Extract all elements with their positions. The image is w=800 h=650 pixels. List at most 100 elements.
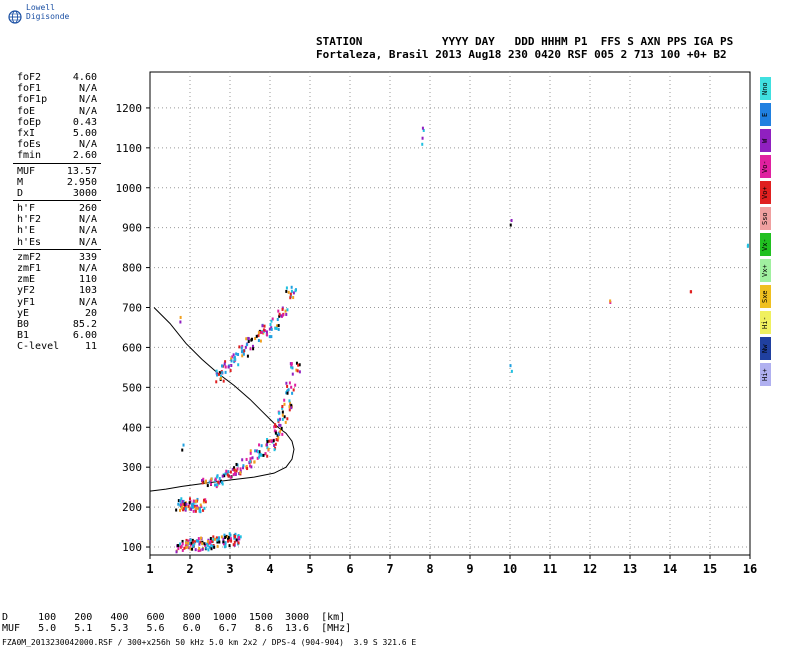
- echo-point: [281, 410, 284, 414]
- echo-point: [286, 391, 289, 395]
- y-tick-label: 200: [122, 501, 142, 514]
- echo-point: [225, 534, 228, 538]
- x-tick-label: 7: [386, 562, 393, 576]
- echo-point: [209, 541, 212, 545]
- echo-point: [175, 508, 178, 512]
- echo-point: [294, 383, 297, 387]
- echo-point: [274, 431, 277, 435]
- param-value: 5.00: [72, 127, 97, 139]
- param-value: 20: [84, 307, 97, 319]
- echo-point: [281, 404, 284, 408]
- echo-point: [275, 326, 278, 330]
- echo-point: [239, 467, 242, 471]
- echo-point: [212, 545, 215, 549]
- echo-point: [274, 442, 277, 446]
- echo-point: [197, 539, 200, 543]
- echo-point: [277, 309, 280, 313]
- echo-point: [210, 547, 213, 551]
- param-value: N/A: [78, 225, 97, 237]
- echo-point: [226, 535, 229, 539]
- echo-point: [238, 472, 241, 476]
- echo-point: [197, 537, 200, 541]
- echo-point: [204, 543, 207, 547]
- echo-point: [278, 430, 281, 434]
- echo-point: [188, 507, 191, 511]
- echo-point: [185, 545, 188, 549]
- echo-point: [188, 542, 191, 546]
- echo-point: [194, 506, 197, 510]
- x-tick-label: 16: [743, 562, 757, 576]
- echo-point: [273, 425, 276, 429]
- echo-point: [262, 331, 265, 335]
- echo-point: [237, 541, 240, 545]
- echo-point: [224, 535, 227, 539]
- x-tick-label: 13: [623, 562, 637, 576]
- param-separator: [13, 248, 101, 250]
- echo-point: [199, 503, 202, 507]
- echo-point: [690, 290, 693, 294]
- echo-point: [246, 467, 249, 471]
- param-name: yF2: [17, 285, 36, 297]
- echo-point: [268, 327, 271, 331]
- echo-point: [257, 339, 260, 343]
- echo-point: [290, 285, 293, 289]
- echo-point: [179, 315, 182, 319]
- echo-point: [208, 480, 211, 484]
- echo-point: [177, 499, 180, 503]
- y-tick-label: 100: [122, 541, 142, 554]
- param-value: 0.43: [72, 116, 97, 128]
- echo-point: [236, 467, 239, 471]
- param-row: yF1 N/A: [17, 297, 97, 308]
- echo-point: [192, 540, 195, 544]
- echo-point: [255, 334, 258, 338]
- echo-point: [201, 481, 204, 485]
- echo-point: [258, 455, 261, 459]
- y-tick-label: 1000: [116, 182, 143, 195]
- globe-icon: [8, 10, 22, 24]
- echo-point: [285, 289, 288, 293]
- echo-point: [179, 503, 182, 507]
- echo-point: [250, 465, 253, 469]
- scaled-parameters-panel: foF2 4.60 foF1 N/A foF1p N/A foE N/A foEp 0.43 fxI…: [13, 72, 101, 353]
- echo-point: [198, 547, 201, 551]
- echo-point: [179, 499, 182, 503]
- echo-point: [290, 363, 293, 367]
- echo-point: [189, 547, 192, 551]
- echo-point: [262, 328, 265, 332]
- echo-point: [289, 401, 292, 405]
- echo-point: [192, 499, 195, 503]
- echo-point: [257, 334, 260, 338]
- echo-point: [421, 136, 424, 140]
- echo-point: [264, 329, 267, 333]
- echo-point: [279, 423, 282, 427]
- echo-point: [241, 458, 244, 462]
- echo-point: [183, 546, 186, 550]
- echo-point: [223, 474, 226, 478]
- param-name: foF1: [17, 83, 42, 95]
- echo-point: [273, 429, 276, 433]
- param-separator: [13, 200, 101, 202]
- echo-point: [224, 544, 227, 548]
- param-name: B1: [17, 330, 30, 342]
- echo-point: [202, 508, 205, 512]
- echo-point: [235, 462, 238, 466]
- echo-point: [238, 345, 241, 349]
- echo-point: [227, 539, 230, 543]
- echo-point: [190, 507, 193, 511]
- station-header: STATION YYYY DAY DDD HHHM P1 FFS S AXN P…: [316, 35, 733, 61]
- legend-entry: Vo-: [760, 155, 771, 178]
- muf-table: D 100 200 400 600 800 1000 1500 3000 [km…: [2, 612, 351, 634]
- param-row: C-level 11: [17, 341, 97, 352]
- param-row: foEs N/A: [17, 139, 97, 150]
- echo-point: [283, 402, 286, 406]
- echo-point: [183, 505, 186, 509]
- echo-point: [277, 327, 280, 331]
- echo-point: [194, 509, 197, 513]
- echo-point: [289, 292, 292, 296]
- echo-point: [285, 391, 288, 395]
- echo-point: [286, 308, 289, 312]
- param-separator: [13, 162, 101, 164]
- echo-point: [221, 474, 224, 478]
- echo-point: [276, 434, 279, 438]
- echo-point: [290, 406, 293, 410]
